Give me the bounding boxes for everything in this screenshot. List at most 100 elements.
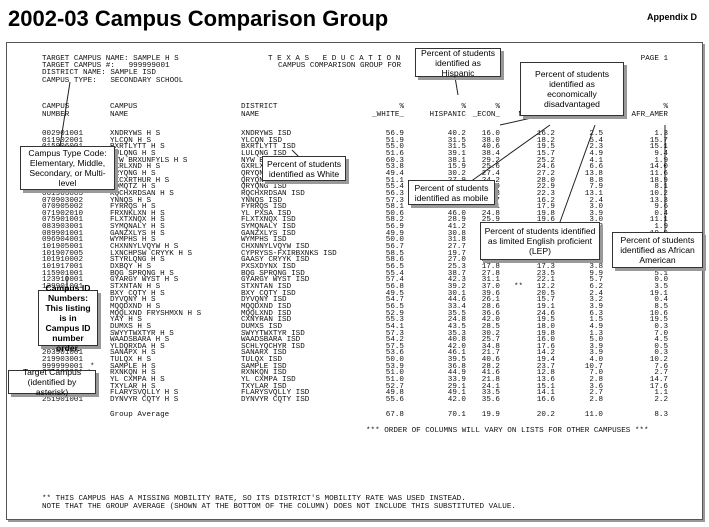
row-value: 12.8 [536,369,555,378]
row-text: 129901001 [42,282,84,291]
row-value: 8.5 [654,302,668,311]
row-text: FLARYSVQLLY H S [110,389,179,398]
row-text: NYW BRXUNFYLS H S [110,156,188,165]
row-value: 19.6 [536,216,555,225]
row-value: 13.3 [649,196,668,205]
row-text: QRYQNG ISD [241,183,287,192]
row-text: RXNKQN ISD [241,369,287,378]
row-text: FYRRQS H S [110,203,156,212]
row-value: 42.0 [447,342,466,351]
row-text: RQCHXRDSAN H S [110,189,174,198]
row-value: 39.2 [447,282,466,291]
row-value: 55.0 [385,143,404,152]
row-value: 3.8 [589,263,603,271]
row-text: SYMQNALY H S [110,223,165,232]
row-text: QRYQNG H S [110,169,156,178]
row-value: 24.6 [536,309,555,318]
row-text: BQG SPRQNG H S [110,269,174,278]
row-text: 101917001 [42,263,84,271]
row-value: 50.6 [385,209,404,218]
row-value: 24.8 [481,209,500,218]
row-value: 5.1 [654,269,668,278]
row-value: 35.5 [447,309,466,318]
row-value: 58.2 [385,216,404,225]
row-value: 17.3 [536,263,555,271]
row-value: 1.5 [589,316,603,325]
row-value: 30.8 [447,229,466,238]
row-text: LULQNG ISD [241,149,287,158]
group-average-label: Group Average [110,410,170,419]
row-value: 24.1 [481,382,500,391]
row-value: 42.3 [447,276,466,285]
row-text: MQQDXND H S [110,302,161,311]
row-value: 1.1 [654,389,668,398]
row-value: 21.7 [481,349,500,358]
row-value: 31.5 [447,143,466,152]
row-text: LULQNG H S [110,149,156,158]
row-text: 999999001 [42,362,84,371]
column-header: HISPANIC [429,110,466,119]
callout-afr: Percent of students identified as Africa… [612,232,703,268]
row-value: 10.6 [649,309,668,318]
row-text: 096904001 [42,236,84,245]
page-number: PAGE 1 [640,55,668,63]
row-text: BXRTLYTT ISD [241,143,296,152]
callout-campus-id: Campus ID Numbers: This listing is in Ca… [38,283,98,353]
row-value: 4.1 [589,156,603,165]
row-text: GANZXLYS H S [110,229,165,238]
row-value: 28.5 [481,322,500,331]
header-center: T E X A S E D U C A T I O N [268,55,401,63]
row-value: 54.2 [385,336,404,345]
row-value: 49.8 [385,389,404,398]
row-text: TULQX ISD [241,356,283,365]
row-text: BQG SPRQNG ISD [241,269,305,278]
column-header: DISTRICT [241,103,278,111]
row-value: 55.4 [385,183,404,192]
arrow [59,81,71,147]
order-note: *** ORDER OF COLUMNS WILL VARY ON LISTS … [366,427,649,435]
callout-hispanic: Percent of students identified as Hispan… [415,48,501,78]
row-text: DUMXS H S [110,322,152,331]
row-value: 0.4 [654,296,668,305]
row-text: 071902010 [42,209,84,218]
row-text: RXNKQN H S [110,369,156,378]
row-value: 26.1 [481,296,500,305]
row-text: 083903001 [42,223,84,232]
group-average-value: 19.9 [481,410,500,419]
row-text: YNNQS H S [110,196,152,205]
row-value: 27.8 [481,269,500,278]
title: 2002-03 Campus Comparison Group [8,6,389,31]
row-text: DYVQNY ISD [241,296,287,305]
callout-econ: Percent of students identified as econom… [520,62,624,116]
row-value: 38.4 [481,149,500,158]
row-text: LXNCHPSW CRYYK H S [110,249,193,258]
appendix: Appendix D [646,12,697,22]
row-text: 089901001 [42,229,84,238]
row-text: FLXTXNQX ISD [241,216,296,225]
row-value: 52.7 [385,382,404,391]
row-value: 58.5 [385,249,404,258]
row-value: 14.2 [536,349,555,358]
row-text: 002901001 [42,130,84,138]
column-header: CAMPUS [110,103,138,111]
header-center: CAMPUS COMPARISON GROUP FOR [278,62,402,71]
row-value: 16.2 [536,130,555,138]
row-value: 29.2 [481,156,500,165]
row-value: 9.9 [589,269,603,278]
row-text: FYRRQS ISD [241,203,287,212]
row-text: CHXNNYLVQYW H S [110,243,179,252]
row-value: 13.1 [584,189,603,198]
row-text: 101907005 [42,249,84,258]
column-header: NAME [241,110,260,119]
row-text: FRXNKLXN H S [110,209,165,218]
row-value: 56.5 [385,263,404,271]
row-value: 3.9 [589,342,603,351]
row-text: 101910002 [42,256,84,265]
arrow [454,76,459,96]
row-text: GYARGY WYST ISD [241,276,310,285]
row-value: 18.9 [649,176,668,185]
row-text: MQQLXND FRYSHMXN H S [110,309,202,318]
row-text: 011902001 [42,136,84,145]
row-value: 56.8 [385,282,404,291]
